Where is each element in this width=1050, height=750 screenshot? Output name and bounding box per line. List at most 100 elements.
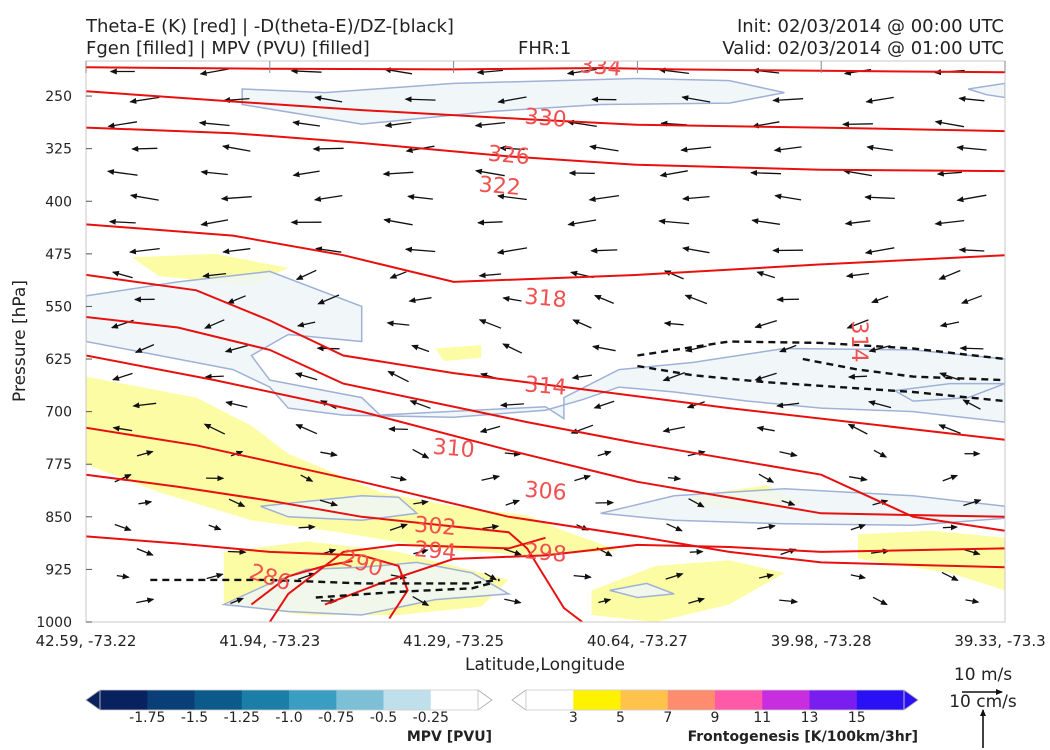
theta-e-contour-290 [268, 536, 546, 622]
wind-vector [317, 294, 340, 305]
wind-vector [413, 548, 429, 555]
wind-vector [567, 219, 597, 227]
wind-vector [496, 247, 528, 255]
wind-vector [866, 144, 893, 152]
fgen-colorbar-tick-label: 5 [616, 710, 625, 726]
fgen-colorbar-arrow-right [903, 689, 919, 711]
fgen-region [435, 345, 482, 362]
wind-vector [292, 170, 320, 178]
x-tick-label: 39.98, -73.28 [771, 632, 872, 650]
y-tick-label: 325 [45, 142, 72, 158]
wind-vector [566, 68, 597, 76]
wind-vector [936, 170, 962, 177]
wind-vector [202, 272, 227, 279]
wind-vector [476, 69, 504, 76]
wind-vector [939, 372, 960, 381]
wind-vector [227, 548, 247, 555]
fgen-colorbar-tick-label: 7 [663, 710, 672, 726]
wind-vector [593, 294, 614, 304]
wind-vector [938, 269, 961, 280]
wind-vector [300, 474, 314, 482]
mpv-colorbar-tick-label: -0.5 [370, 710, 397, 726]
wind-vector [484, 572, 497, 581]
wind-vector [206, 572, 224, 580]
wind-vector [574, 474, 592, 482]
wind-vector [408, 297, 432, 304]
theta-e-contour-330 [86, 90, 1005, 133]
wind-vector [504, 598, 522, 605]
contour-label: 294 [413, 537, 457, 566]
wind-vector [965, 598, 980, 605]
fgen-region [858, 530, 1005, 591]
theta-e-contour-326 [86, 126, 1005, 173]
contour-label: 314 [846, 321, 871, 363]
x-tick-label: 41.94, -73.23 [219, 632, 320, 650]
fgen-colorbar-swatch [715, 690, 763, 710]
theta-e-contour-294 [324, 543, 1005, 606]
wind-vector [779, 451, 798, 458]
wind-vector [384, 121, 412, 128]
wind-vector [868, 345, 891, 353]
y-tick-label: 400 [45, 194, 72, 210]
contour-label: 306 [524, 478, 568, 507]
mpv-region [241, 77, 785, 125]
wind-vector [474, 121, 506, 129]
wind-vector [409, 400, 431, 409]
theta-e-contour-286 [250, 560, 353, 606]
wind-vector [204, 373, 224, 380]
mpv-region [86, 270, 1005, 423]
wind-vector [499, 145, 525, 152]
wind-vector [597, 450, 612, 457]
wind-vector [847, 373, 868, 380]
mpv-region [892, 382, 1005, 402]
wind-vector [478, 319, 502, 329]
wind-vector [871, 295, 889, 304]
wind-vector [934, 119, 965, 128]
wind-vector [956, 194, 987, 203]
mpv-colorbar-tick-label: -0.75 [318, 710, 354, 726]
wind-vector [298, 524, 316, 531]
wind-vector [846, 319, 869, 329]
contour-label: 314 [524, 372, 568, 401]
y-tick-label: 550 [45, 299, 72, 315]
wind-vector [958, 247, 985, 254]
wind-vector [864, 247, 895, 255]
wind-vector [479, 425, 501, 434]
wind-vector [754, 319, 777, 329]
wind-vector [412, 448, 430, 459]
wind-vector [224, 344, 248, 353]
mpv-colorbar-tick-label: -1.75 [129, 710, 165, 726]
wind-vector [865, 96, 894, 104]
mpv-region [260, 495, 419, 522]
wind-vector [228, 498, 246, 507]
wind-vector [959, 345, 984, 352]
wind-vector [382, 170, 414, 177]
wind-vector [138, 499, 153, 506]
wind-vector [108, 218, 136, 225]
wind-vector [872, 596, 888, 606]
wind-vector [934, 219, 965, 227]
wind-vector [758, 573, 775, 580]
wind-vector [593, 400, 615, 409]
wind-vector [684, 345, 707, 353]
stability-contour [802, 357, 1005, 382]
wind-vector [497, 193, 527, 201]
wind-vector [404, 96, 436, 103]
theta-e-contour-302 [86, 473, 583, 622]
wind-vector [773, 146, 802, 153]
wind-vector [850, 573, 867, 580]
wind-vector [662, 371, 686, 382]
wind-vector [136, 597, 155, 604]
wind-vectors [107, 67, 987, 606]
wind-vector [389, 523, 408, 531]
fgen-colorbar-swatch [762, 690, 811, 710]
contour-label: 302 [413, 513, 457, 542]
wind-vector [136, 450, 154, 457]
wind-vector [505, 499, 521, 506]
fgen-colorbar-swatch [526, 690, 574, 710]
wind-vector [572, 319, 592, 329]
wind-vector [756, 425, 775, 432]
wind-vector [663, 320, 684, 327]
fhr-label: FHR:1 [518, 38, 571, 59]
